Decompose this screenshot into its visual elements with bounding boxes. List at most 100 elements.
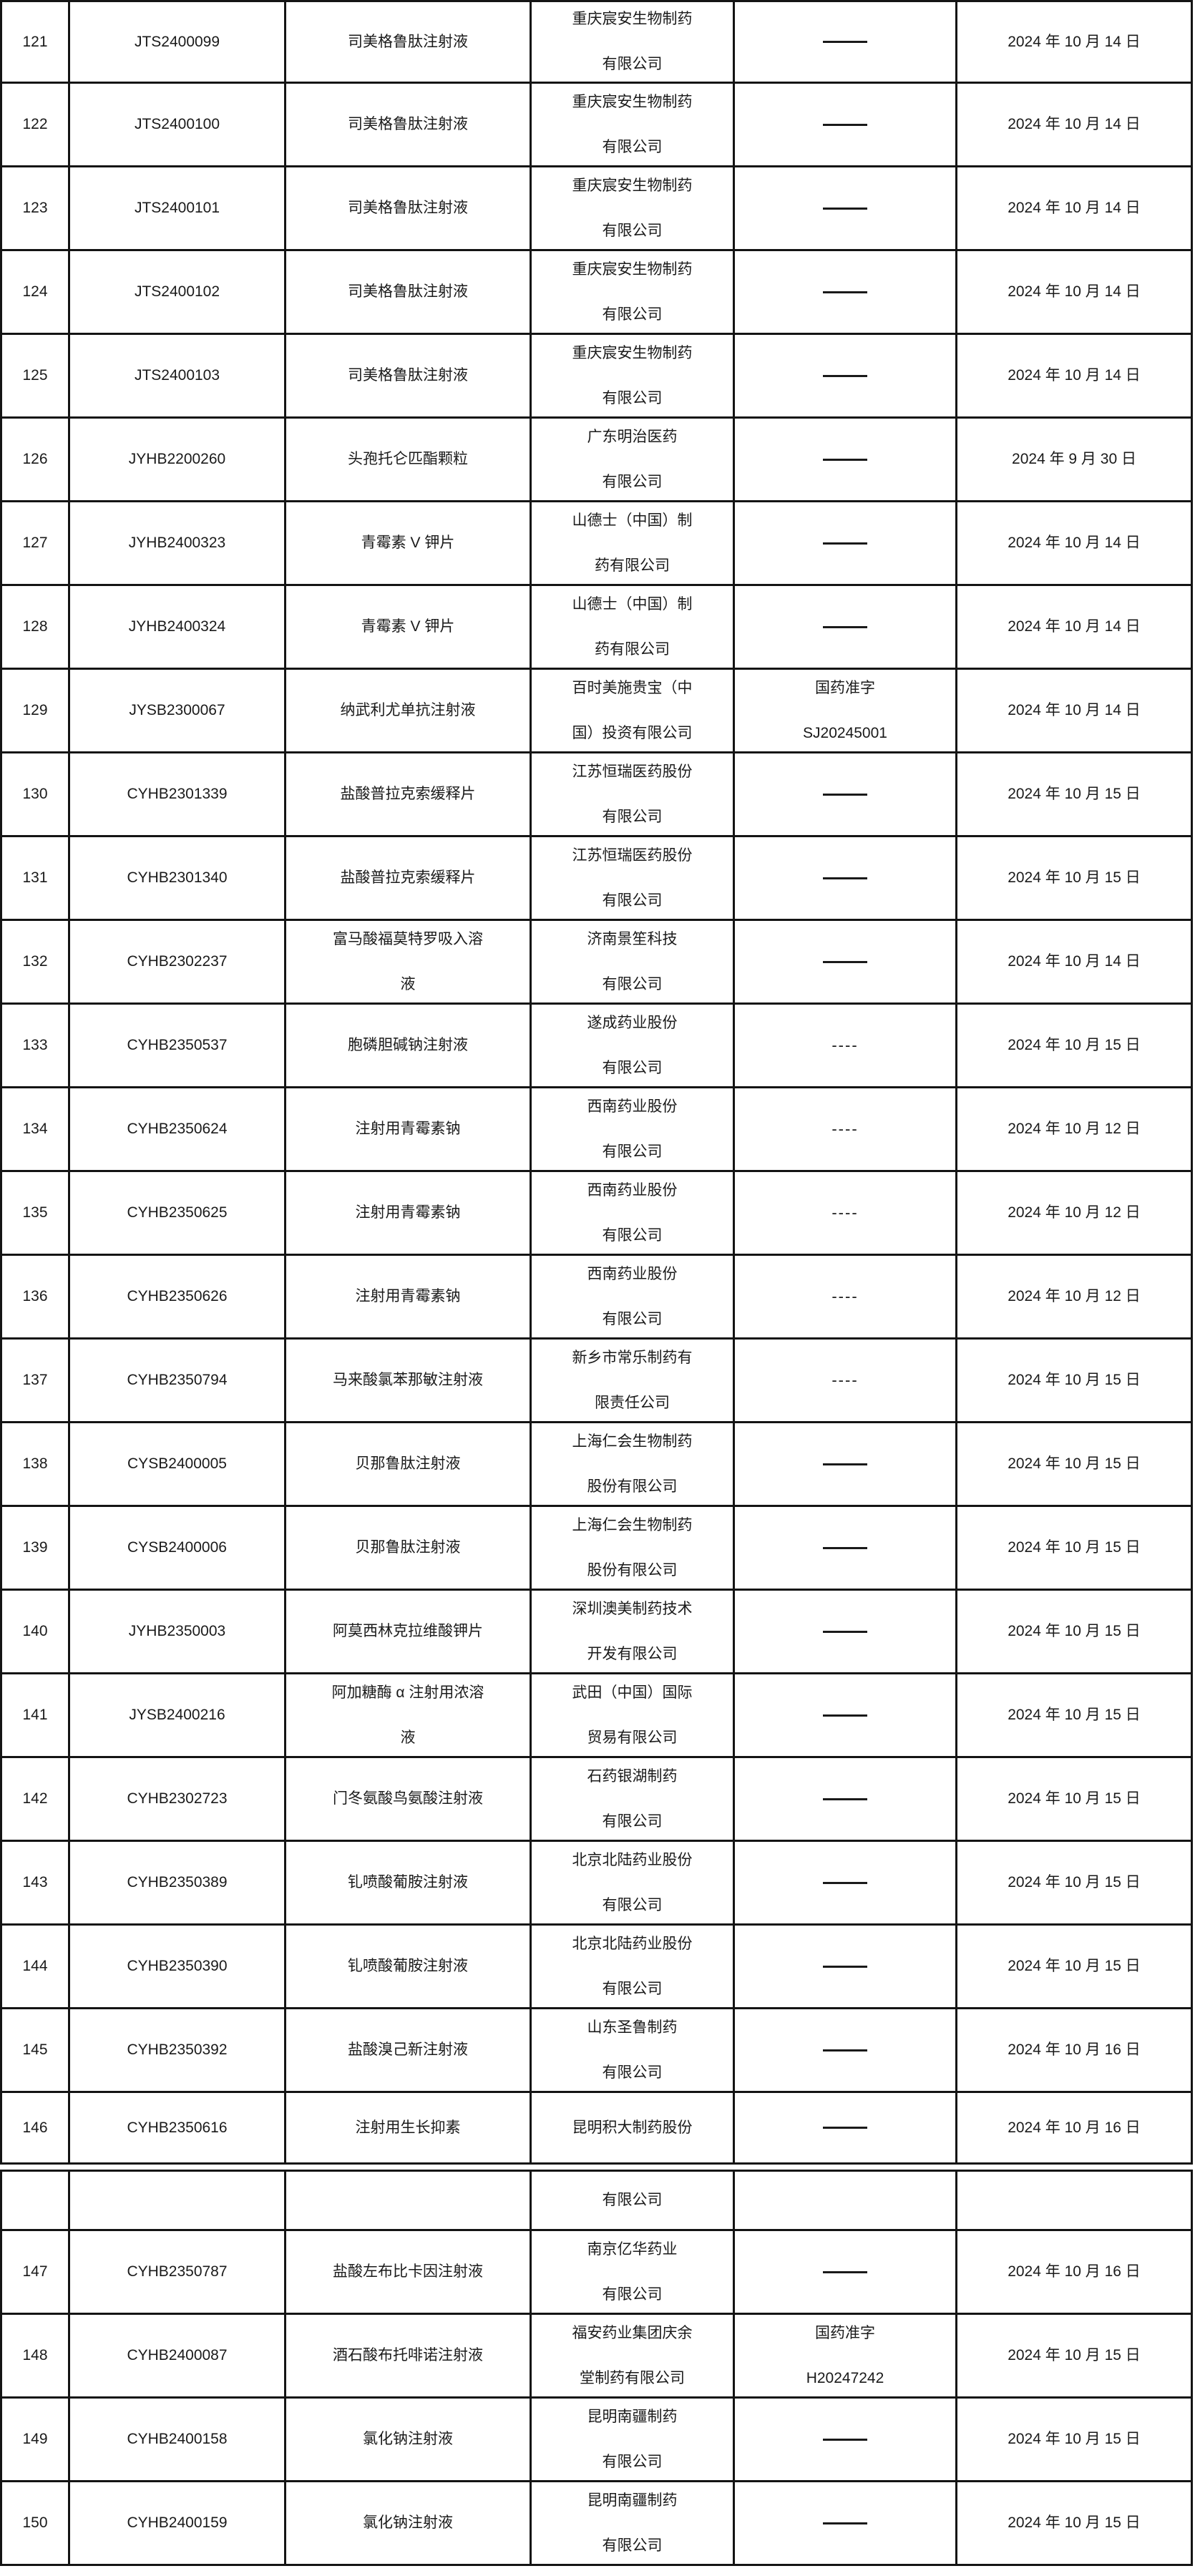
cell-text: 限责任公司 [595, 1394, 670, 1411]
drug-name-cell: 司美格鲁肽注射液 [286, 251, 532, 335]
table-row: 144 CYHB2350390 钆喷酸葡胺注射液 北京北陆药业股份 有限公司 20… [0, 1926, 1195, 2009]
cell-text: 国药准字 [815, 2324, 875, 2341]
cell-text: JYSB2300067 [129, 702, 225, 718]
dash-line [823, 2270, 867, 2273]
manufacturer-cell: 上海仁会生物制药 股份有限公司 [532, 1423, 735, 1507]
row-number-cell: 121 [0, 0, 70, 84]
table-row: 121 JTS2400099 司美格鲁肽注射液 重庆宸安生物制药 有限公司 202… [0, 0, 1195, 84]
drug-name-cell: 胞磷胆碱钠注射液 [286, 1005, 532, 1088]
cell-text: CYHB2350787 [127, 2263, 228, 2280]
row-number-cell: 143 [0, 1842, 70, 1926]
cell-text: 药有限公司 [595, 557, 670, 574]
dash-line [823, 1881, 867, 1884]
cell-text: 广东明治医药 [587, 428, 678, 445]
manufacturer-cell: 山东圣鲁制药 有限公司 [532, 2009, 735, 2093]
table-row: 125 JTS2400103 司美格鲁肽注射液 重庆宸安生物制药 有限公司 202… [0, 335, 1195, 419]
acceptance-number-cell: CYHB2350625 [70, 1172, 286, 1256]
cell-text: CYHB2302237 [127, 953, 228, 970]
cell-text: 山东圣鲁制药 [587, 2019, 678, 2036]
cell-text: 有限公司 [602, 138, 663, 155]
row-number-cell: 149 [0, 2399, 70, 2482]
table-row: 124 JTS2400102 司美格鲁肽注射液 重庆宸安生物制药 有限公司 202… [0, 251, 1195, 335]
approval-date-cell [957, 2170, 1193, 2231]
cell-text: 2024 年 10 月 15 日 [1008, 1539, 1141, 1556]
approval-date-cell: 2024 年 10 月 14 日 [957, 670, 1193, 753]
manufacturer-cell: 重庆宸安生物制药 有限公司 [532, 0, 735, 84]
approval-date-cell: 2024 年 10 月 15 日 [957, 1423, 1193, 1507]
cell-text: 司美格鲁肽注射液 [348, 200, 468, 216]
cell-text: 123 [22, 200, 48, 216]
cell-text: 121 [22, 33, 48, 50]
acceptance-number-cell: JTS2400100 [70, 84, 286, 167]
approval-date-cell: 2024 年 10 月 12 日 [957, 1088, 1193, 1172]
cell-text: 有限公司 [602, 1310, 663, 1327]
cell-text: 2024 年 10 月 16 日 [1008, 2263, 1141, 2280]
acceptance-number-cell: CYHB2400158 [70, 2399, 286, 2482]
acceptance-number-cell: CYHB2301340 [70, 837, 286, 921]
registration-number-cell [735, 1591, 957, 1674]
cell-text: 2024 年 10 月 14 日 [1008, 535, 1141, 551]
approval-date-cell: 2024 年 10 月 15 日 [957, 2399, 1193, 2482]
cell-text: ---- [831, 1371, 859, 1389]
cell-text: 福安药业集团庆余 [572, 2324, 693, 2341]
registration-number-cell [735, 2170, 957, 2231]
approval-date-cell: 2024 年 10 月 14 日 [957, 167, 1193, 251]
drug-name-cell: 氯化钠注射液 [286, 2399, 532, 2482]
cell-text: 有限公司 [602, 473, 663, 490]
acceptance-number-cell: JTS2400101 [70, 167, 286, 251]
cell-text: H20247242 [806, 2369, 884, 2386]
registration-number-cell: ---- [735, 1172, 957, 1256]
manufacturer-cell: 昆明南疆制药 有限公司 [532, 2482, 735, 2566]
dash-line [823, 960, 867, 963]
table-row: 147 CYHB2350787 盐酸左布比卡因注射液 南京亿华药业 有限公司 20… [0, 2231, 1195, 2315]
cell-text: JYHB2350003 [128, 1623, 226, 1639]
cell-text: CYHB2350389 [127, 1874, 228, 1890]
row-number-cell: 128 [0, 586, 70, 670]
cell-text: 131 [22, 869, 48, 886]
cell-text: CYHB2400158 [127, 2431, 228, 2447]
row-number-cell: 126 [0, 419, 70, 502]
cell-text: 2024 年 10 月 15 日 [1008, 2347, 1141, 2363]
cell-text: CYHB2350625 [127, 1204, 228, 1221]
table-row: 137 CYHB2350794 马来酸氯苯那敏注射液 新乡市常乐制药有 限责任公司… [0, 1340, 1195, 1423]
acceptance-number-cell: CYHB2350794 [70, 1340, 286, 1423]
cell-text: 阿莫西林克拉维酸钾片 [333, 1623, 483, 1639]
registration-number-cell [735, 1842, 957, 1926]
cell-text: 149 [22, 2431, 48, 2447]
table-row: 有限公司 [0, 2170, 1195, 2231]
cell-text: 134 [22, 1121, 48, 1137]
cell-text: 江苏恒瑞医药股份 [572, 763, 693, 780]
cell-text: 147 [22, 2263, 48, 2280]
acceptance-number-cell: JTS2400103 [70, 335, 286, 419]
dash-line [823, 1797, 867, 1800]
cell-text: 144 [22, 1958, 48, 1974]
cell-text: 胞磷胆碱钠注射液 [348, 1037, 468, 1053]
cell-text: CYHB2400087 [127, 2347, 228, 2363]
cell-text: 司美格鲁肽注射液 [348, 116, 468, 132]
drug-name-cell: 酒石酸布托啡诺注射液 [286, 2315, 532, 2399]
drug-name-cell: 门冬氨酸鸟氨酸注射液 [286, 1758, 532, 1842]
cell-text: 2024 年 10 月 14 日 [1008, 33, 1141, 50]
cell-text: 有限公司 [602, 389, 663, 406]
approval-date-cell: 2024 年 10 月 14 日 [957, 0, 1193, 84]
approval-date-cell: 2024 年 10 月 15 日 [957, 2315, 1193, 2399]
cell-text: 纳武利尤单抗注射液 [340, 702, 476, 718]
approval-date-cell: 2024 年 10 月 14 日 [957, 502, 1193, 586]
drug-name-cell: 贝那鲁肽注射液 [286, 1507, 532, 1591]
dash-line [823, 2127, 867, 2129]
registration-number-cell: ---- [735, 1088, 957, 1172]
dash-line [823, 41, 867, 43]
table-row: 133 CYHB2350537 胞磷胆碱钠注射液 遂成药业股份 有限公司 ----… [0, 1005, 1195, 1088]
cell-text: JTS2400102 [134, 283, 220, 300]
row-number-cell: 122 [0, 84, 70, 167]
cell-text: 2024 年 10 月 15 日 [1008, 1455, 1141, 1472]
cell-text: 盐酸左布比卡因注射液 [333, 2263, 483, 2280]
cell-text: 132 [22, 953, 48, 970]
row-number-cell: 130 [0, 753, 70, 837]
cell-text: 2024 年 10 月 15 日 [1008, 786, 1141, 802]
cell-text: 137 [22, 1372, 48, 1388]
cell-text: 贝那鲁肽注射液 [355, 1539, 461, 1556]
cell-text: 昆明南疆制药 [587, 2492, 678, 2509]
registration-number-cell [735, 419, 957, 502]
